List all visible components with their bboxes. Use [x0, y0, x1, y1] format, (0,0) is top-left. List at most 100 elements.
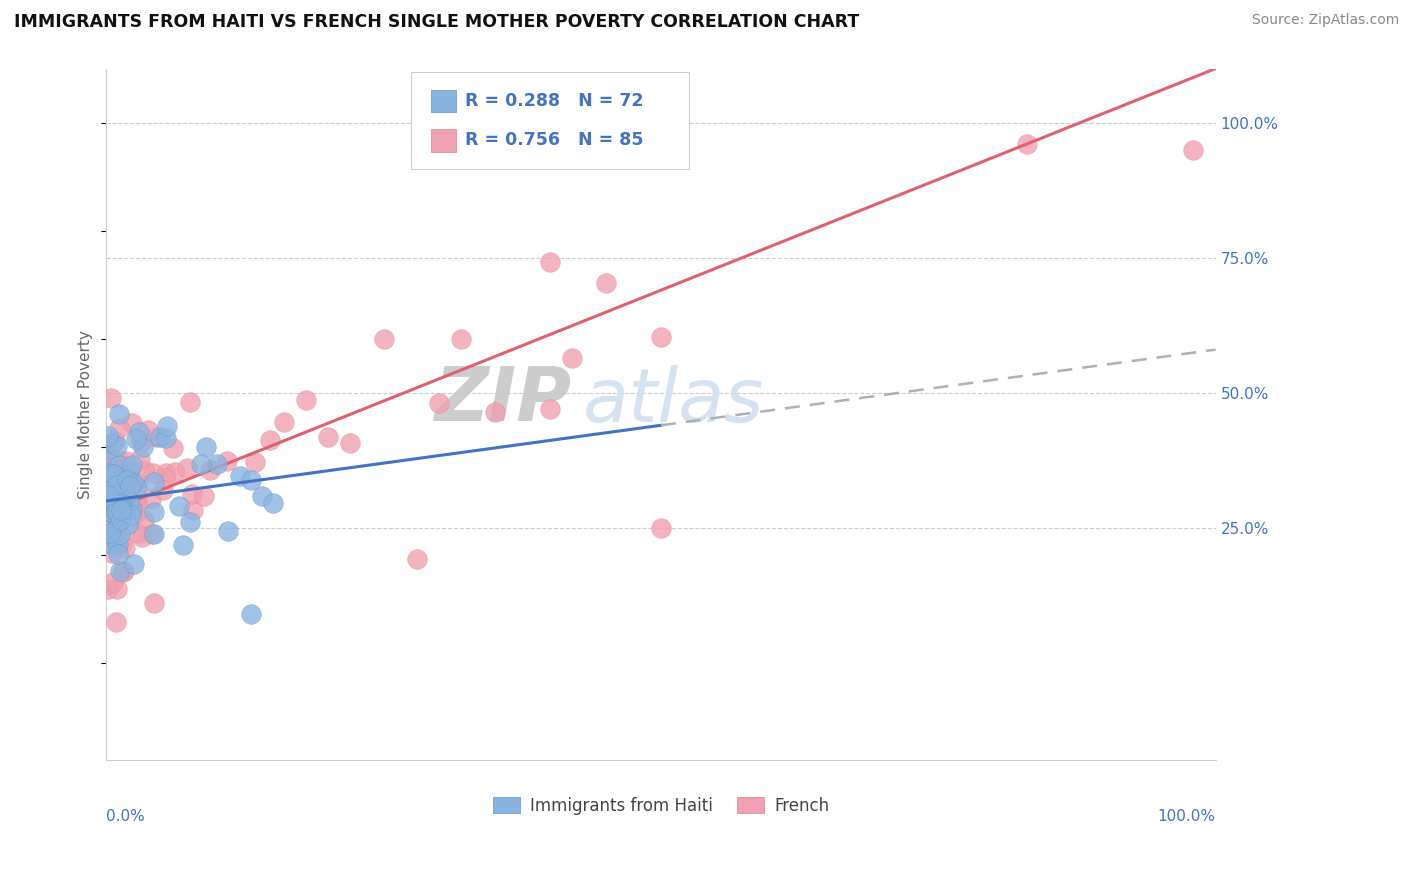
Point [152, 483, 174, 497]
Point [97, 458, 120, 473]
Point [104, 615, 127, 629]
Point [105, 582, 128, 596]
Point [132, 463, 155, 477]
Point [111, 501, 134, 516]
Point [110, 508, 132, 522]
Point [114, 541, 136, 555]
Point [97, 449, 120, 463]
Point [107, 499, 129, 513]
Point [103, 467, 125, 482]
Text: IMMIGRANTS FROM HAITI VS FRENCH SINGLE MOTHER POVERTY CORRELATION CHART: IMMIGRANTS FROM HAITI VS FRENCH SINGLE M… [14, 13, 859, 31]
Point [97, 517, 120, 532]
Point [176, 461, 198, 475]
Point [115, 454, 138, 468]
Point [111, 536, 134, 550]
Point [142, 505, 165, 519]
Point [107, 497, 129, 511]
Point [127, 475, 149, 490]
Point [155, 466, 177, 480]
Point [97, 488, 120, 502]
Point [100, 391, 122, 405]
Point [115, 474, 138, 488]
Point [98, 460, 121, 475]
Point [107, 537, 129, 551]
Point [103, 574, 125, 589]
Point [143, 527, 166, 541]
Point [179, 515, 201, 529]
Point [145, 430, 167, 444]
Point [107, 407, 129, 421]
Point [108, 527, 131, 541]
Point [318, 430, 340, 444]
Point [114, 564, 136, 578]
Point [193, 489, 215, 503]
Legend: Immigrants from Haiti, French: Immigrants from Haiti, French [486, 790, 837, 822]
Point [97, 528, 120, 542]
Text: ZIP: ZIP [434, 364, 572, 437]
Point [107, 547, 129, 561]
Point [207, 458, 229, 472]
Point [97, 490, 120, 504]
Point [120, 482, 142, 496]
Point [127, 525, 149, 540]
Point [406, 552, 429, 566]
Point [97, 504, 120, 518]
Point [112, 471, 135, 485]
Point [103, 538, 125, 552]
Point [125, 489, 148, 503]
Point [104, 495, 127, 509]
FancyBboxPatch shape [412, 72, 689, 169]
Text: R = 0.756   N = 85: R = 0.756 N = 85 [465, 131, 643, 150]
Point [121, 417, 143, 431]
Point [450, 332, 472, 346]
Point [262, 496, 284, 510]
Point [110, 508, 132, 522]
Point [172, 538, 194, 552]
Point [111, 473, 134, 487]
Point [97, 472, 120, 486]
Point [195, 441, 218, 455]
Point [105, 438, 128, 452]
Point [163, 465, 186, 479]
Point [104, 500, 127, 514]
Point [101, 498, 124, 512]
Point [117, 516, 139, 531]
Point [239, 607, 262, 622]
Text: 0.0%: 0.0% [107, 809, 145, 824]
Point [250, 489, 273, 503]
Point [142, 466, 165, 480]
Point [183, 502, 205, 516]
Point [104, 504, 127, 518]
Point [100, 526, 122, 541]
Point [97, 527, 120, 541]
Point [125, 480, 148, 494]
Point [118, 459, 141, 474]
Point [100, 436, 122, 450]
Point [538, 402, 561, 417]
Point [132, 440, 155, 454]
Point [143, 596, 166, 610]
Point [121, 458, 143, 472]
Point [110, 495, 132, 509]
Point [108, 458, 131, 473]
Point [132, 513, 155, 527]
Point [128, 425, 150, 440]
Point [97, 582, 120, 597]
Point [98, 466, 121, 480]
Point [339, 435, 361, 450]
Point [129, 452, 152, 467]
Point [101, 507, 124, 521]
Point [107, 492, 129, 507]
Point [103, 483, 125, 497]
Point [97, 428, 120, 442]
Point [198, 462, 221, 476]
Point [153, 470, 176, 484]
Text: R = 0.288   N = 72: R = 0.288 N = 72 [465, 92, 643, 110]
Point [143, 475, 166, 489]
Point [107, 421, 129, 435]
Point [595, 277, 617, 291]
Point [118, 494, 141, 508]
Point [110, 503, 132, 517]
Point [427, 396, 450, 410]
Point [105, 469, 128, 483]
